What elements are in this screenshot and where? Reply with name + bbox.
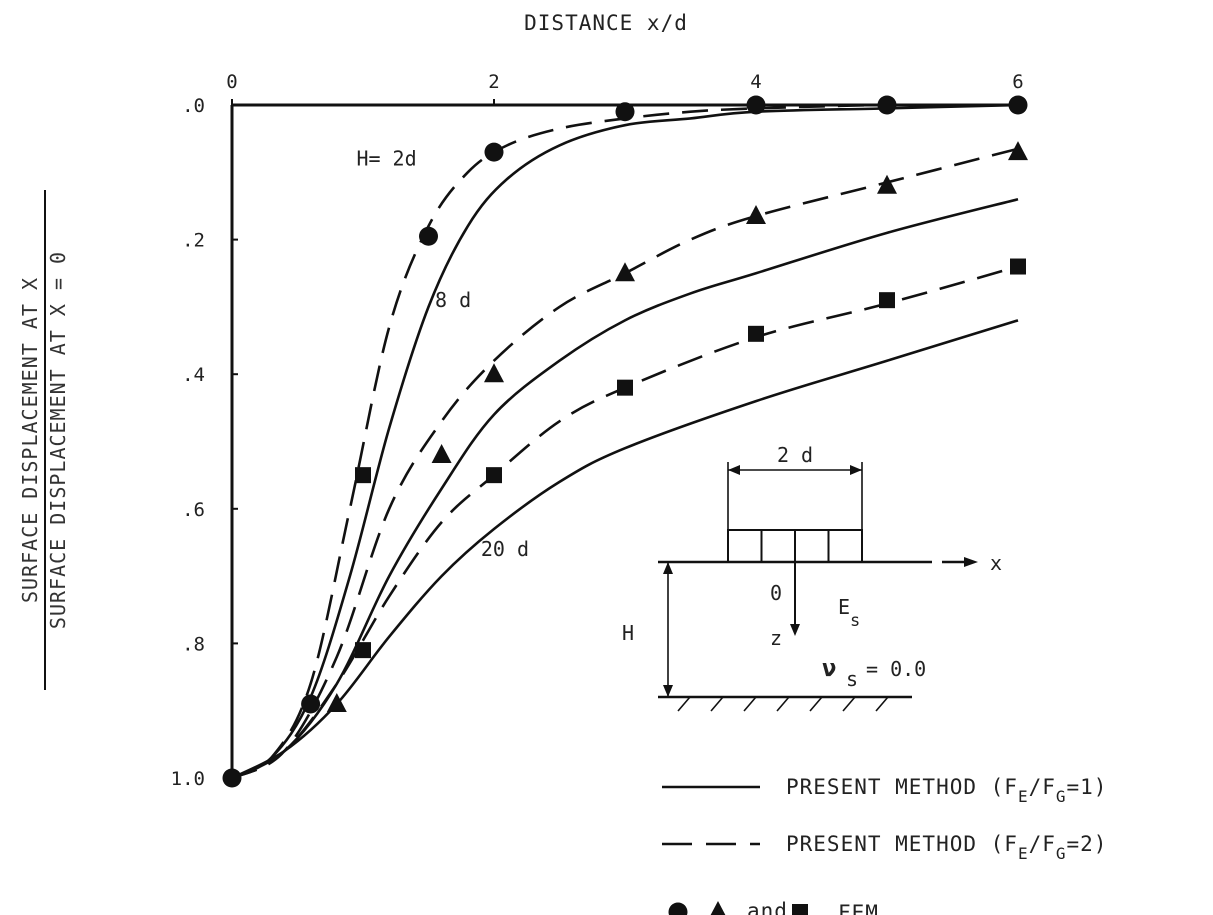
x-tick-label: 6 bbox=[1012, 71, 1023, 93]
legend-sub: G bbox=[1056, 844, 1067, 863]
inset-hatch bbox=[743, 696, 757, 712]
legend-marker-square bbox=[792, 904, 808, 915]
inset-width-label: 2 d bbox=[777, 443, 813, 467]
series-line-2 bbox=[231, 197, 1019, 780]
fem-point-triangle bbox=[1008, 141, 1028, 161]
inset-origin-label: 0 bbox=[770, 581, 782, 605]
legend-label-dashed: PRESENT METHOD (FE/FG=2) bbox=[786, 832, 1107, 863]
x-tick-label: 2 bbox=[488, 71, 499, 93]
fem-point-square bbox=[486, 467, 502, 484]
legend-sub: G bbox=[1056, 787, 1067, 806]
fem-point-circle bbox=[615, 102, 635, 122]
inset-dim-arrow-left bbox=[728, 465, 740, 475]
fem-point-circle bbox=[222, 768, 242, 788]
fem-point-square bbox=[879, 292, 895, 309]
legend-and: and bbox=[747, 899, 788, 915]
inset-poisson-sub: s bbox=[846, 667, 858, 691]
fem-point-triangle bbox=[615, 262, 635, 282]
series-line-5 bbox=[231, 265, 1019, 780]
inset-load-block bbox=[794, 529, 830, 563]
curve-label: H= 2d bbox=[356, 147, 416, 171]
inset-depth-arrow-bottom bbox=[663, 685, 673, 697]
legend-text-part: PRESENT METHOD (F bbox=[786, 832, 1018, 856]
legend-text-part: PRESENT METHOD (F bbox=[786, 775, 1018, 799]
inset-hatch bbox=[809, 696, 823, 712]
y-tick-label: .0 bbox=[182, 95, 205, 117]
y-tick-label: .8 bbox=[182, 633, 205, 655]
curve-label: 20 d bbox=[481, 537, 529, 561]
inset-z-label: z bbox=[770, 626, 782, 650]
series-line-0 bbox=[231, 103, 1019, 780]
y-tick-label: 1.0 bbox=[171, 768, 205, 790]
y-tick-label: .2 bbox=[182, 230, 205, 252]
y-axis-title-denominator: SURFACE DISPLACEMENT AT X = 0 bbox=[46, 251, 70, 629]
fem-point-circle bbox=[301, 694, 321, 714]
inset-x-label: x bbox=[990, 551, 1002, 575]
y-axis-title: SURFACE DISPLACEMENT AT X SURFACE DISPLAC… bbox=[18, 190, 70, 690]
fem-point-square bbox=[748, 325, 764, 342]
legend-text-part: /F bbox=[1029, 775, 1056, 799]
inset-dim-arrow-right bbox=[850, 465, 862, 475]
fem-point-circle bbox=[877, 95, 897, 115]
inset-depth-arrow-top bbox=[663, 562, 673, 574]
inset-modulus-sub: s bbox=[850, 611, 860, 631]
inset-load-block bbox=[760, 529, 796, 563]
fem-point-circle bbox=[419, 226, 438, 246]
y-axis-title-numerator: SURFACE DISPLACEMENT AT X bbox=[18, 277, 42, 603]
inset-x-arrow bbox=[964, 557, 978, 567]
legend: PRESENT METHOD (FE/FG=1)PRESENT METHOD (… bbox=[662, 775, 1107, 915]
inset-depth-label: H bbox=[622, 621, 634, 645]
inset-hatch bbox=[875, 696, 889, 712]
fem-point-triangle bbox=[326, 692, 347, 712]
curve-label: 8 d bbox=[435, 288, 471, 312]
axes: 0 2 4 6 .0 .2 .4 .6 .8 1.0 DISTANCE x/d SURFACE DIS… bbox=[18, 11, 1024, 790]
fem-point-triangle bbox=[431, 443, 452, 463]
legend-fem: FEM bbox=[838, 901, 879, 915]
legend-text-part: =1) bbox=[1067, 775, 1108, 799]
inset-hatch bbox=[710, 696, 724, 712]
fem-point-triangle bbox=[877, 174, 897, 194]
series-line-3 bbox=[231, 147, 1019, 780]
fem-point-circle bbox=[746, 95, 766, 115]
fem-point-square bbox=[617, 379, 633, 396]
inset-load-block bbox=[727, 529, 763, 563]
inset-hatch bbox=[677, 696, 691, 712]
curve-annotations: H= 2d 8 d 20 d bbox=[356, 147, 529, 561]
inset-modulus-label: Es bbox=[838, 595, 860, 631]
x-tick-label: 4 bbox=[750, 71, 761, 93]
fem-point-circle bbox=[1008, 95, 1028, 115]
inset-hatch bbox=[842, 696, 856, 712]
inset-z-arrow bbox=[790, 624, 800, 636]
legend-text-part: /F bbox=[1029, 832, 1056, 856]
y-tick-label: .6 bbox=[182, 499, 205, 521]
x-axis-title: DISTANCE x/d bbox=[524, 11, 688, 35]
legend-label-solid: PRESENT METHOD (FE/FG=1) bbox=[786, 775, 1107, 806]
inset-poisson-symbol: ν bbox=[822, 654, 836, 682]
legend-sub: E bbox=[1018, 787, 1029, 806]
fem-point-square bbox=[1010, 258, 1026, 275]
legend-marker-triangle bbox=[710, 901, 726, 915]
legend-sub: E bbox=[1018, 844, 1029, 863]
fem-markers bbox=[222, 95, 1028, 788]
y-tick-label: .4 bbox=[182, 364, 205, 386]
fem-point-square bbox=[355, 642, 371, 659]
legend-marker-circle bbox=[668, 902, 688, 915]
fem-point-triangle bbox=[484, 363, 504, 383]
inset-poisson-value: = 0.0 bbox=[866, 657, 926, 681]
fem-point-circle bbox=[484, 142, 504, 162]
fem-point-square bbox=[355, 467, 371, 484]
legend-comma: , bbox=[692, 901, 706, 915]
inset-load-block bbox=[827, 529, 863, 563]
fem-point-triangle bbox=[746, 205, 766, 225]
inset-hatch bbox=[776, 696, 790, 712]
x-tick-label: 0 bbox=[226, 71, 237, 93]
legend-text-part: =2) bbox=[1067, 832, 1108, 856]
